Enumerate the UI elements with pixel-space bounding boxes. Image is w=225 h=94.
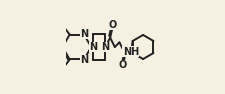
Text: N: N — [80, 29, 89, 39]
Text: N: N — [80, 55, 89, 65]
Text: N: N — [89, 42, 97, 52]
Text: N: N — [101, 42, 109, 52]
Text: O: O — [118, 60, 126, 70]
Text: O: O — [108, 20, 117, 30]
Text: NH: NH — [123, 47, 139, 57]
